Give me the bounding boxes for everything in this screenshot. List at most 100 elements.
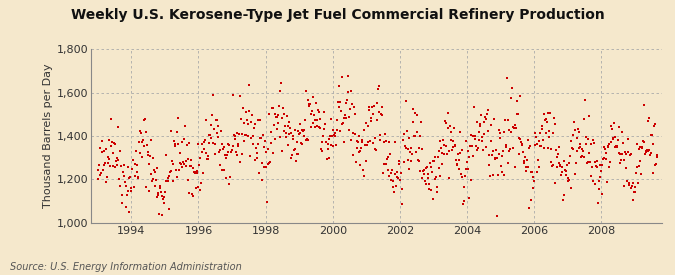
Point [609, 121, 620, 125]
Point [644, 148, 655, 153]
Point [626, 152, 637, 156]
Point [640, 152, 651, 156]
Point [245, 120, 256, 124]
Point [134, 140, 144, 144]
Point [302, 138, 313, 143]
Point [227, 92, 238, 97]
Point [455, 151, 466, 155]
Point [117, 170, 128, 174]
Point [195, 156, 206, 160]
Point [451, 162, 462, 166]
Point [485, 123, 496, 127]
Point [468, 105, 479, 110]
Point [153, 191, 163, 195]
Point [185, 164, 196, 168]
Point [101, 180, 111, 184]
Point [286, 130, 296, 135]
Point [570, 161, 581, 165]
Point [421, 182, 431, 186]
Point [145, 138, 156, 142]
Point [322, 142, 333, 146]
Point [599, 145, 610, 149]
Point [474, 138, 485, 142]
Point [650, 163, 661, 167]
Point [167, 162, 178, 167]
Point [604, 165, 615, 170]
Point [419, 172, 430, 177]
Point [135, 150, 146, 155]
Point [286, 156, 297, 160]
Point [129, 174, 140, 178]
Point [294, 131, 305, 135]
Point [435, 138, 446, 143]
Point [463, 148, 474, 153]
Point [433, 155, 443, 160]
Point [595, 175, 605, 179]
Point [643, 115, 654, 120]
Point [113, 125, 124, 130]
Point [398, 138, 408, 142]
Point [192, 185, 203, 189]
Point [620, 150, 630, 155]
Point [317, 139, 328, 144]
Point [612, 143, 622, 148]
Point [634, 159, 645, 163]
Point [367, 141, 378, 145]
Point [648, 171, 659, 176]
Point [246, 113, 257, 118]
Point [452, 152, 463, 156]
Point [638, 139, 649, 143]
Point [266, 130, 277, 134]
Point [450, 158, 461, 163]
Point [348, 130, 358, 135]
Point [647, 133, 657, 137]
Point [213, 124, 223, 128]
Point [190, 169, 200, 174]
Point [301, 89, 312, 93]
Point [649, 122, 660, 126]
Point [429, 159, 439, 164]
Point [536, 144, 547, 148]
Point [619, 158, 630, 163]
Point [538, 138, 549, 142]
Point [421, 165, 432, 169]
Point [122, 193, 132, 197]
Point [606, 140, 617, 145]
Point [99, 161, 110, 165]
Point [358, 174, 369, 178]
Point [642, 149, 653, 153]
Point [267, 150, 278, 155]
Point [382, 168, 393, 173]
Point [532, 170, 543, 174]
Point [494, 136, 505, 140]
Point [159, 189, 170, 194]
Point [92, 168, 103, 172]
Point [230, 137, 241, 141]
Point [400, 146, 411, 150]
Point [479, 120, 490, 124]
Point [208, 92, 219, 97]
Point [329, 134, 340, 138]
Point [246, 136, 256, 140]
Point [431, 175, 441, 179]
Point [127, 167, 138, 171]
Point [337, 122, 348, 126]
Point [341, 101, 352, 106]
Point [629, 190, 640, 194]
Point [143, 188, 154, 193]
Point [349, 131, 360, 136]
Point [181, 158, 192, 163]
Point [607, 127, 618, 132]
Point [212, 118, 223, 122]
Point [454, 157, 464, 162]
Point [574, 130, 585, 134]
Point [214, 150, 225, 154]
Point [571, 148, 582, 153]
Point [468, 134, 479, 139]
Point [508, 125, 519, 130]
Point [482, 129, 493, 133]
Point [576, 147, 587, 151]
Point [276, 148, 287, 153]
Point [132, 163, 142, 167]
Point [421, 166, 431, 170]
